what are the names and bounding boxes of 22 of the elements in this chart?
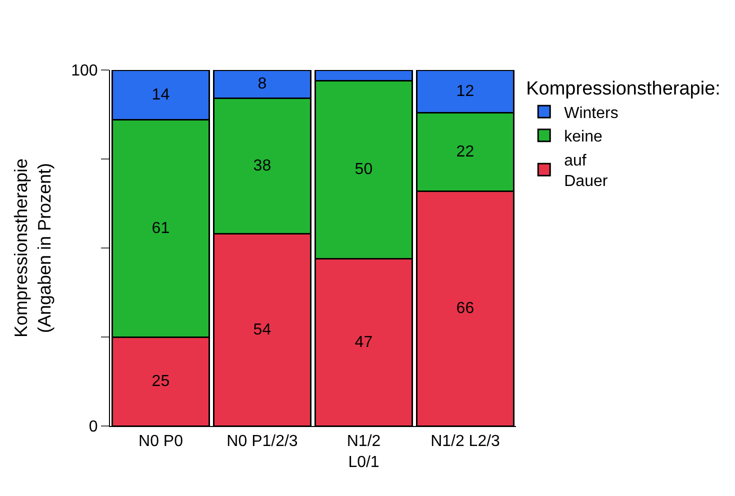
data-label: 38 (253, 158, 272, 175)
x-tick-label: N1/2 L2/3 (430, 433, 500, 450)
data-label: 66 (456, 300, 474, 318)
data-label: 25 (152, 373, 170, 390)
legend-label: auf Dauer (564, 152, 608, 190)
data-label: 14 (152, 86, 170, 104)
legend-label: Winters (564, 104, 618, 122)
x-tick-label: N0 P1/2/3 (226, 433, 298, 450)
data-label: 61 (152, 220, 170, 237)
data-label: 54 (253, 321, 272, 338)
legend-title: Kompressionstherapie: (526, 78, 720, 100)
legend-label: keine (564, 128, 602, 146)
data-label: 8 (258, 76, 267, 93)
x-tick-label: N1/2 L0/1 (346, 433, 381, 471)
y-axis-title: Kompressionstherapie (Angaben in Prozent) (10, 158, 54, 338)
data-label: 50 (354, 161, 373, 178)
y-tick-label: 0 (88, 418, 98, 436)
x-tick-label: N0 P0 (138, 433, 184, 450)
data-label: 47 (354, 334, 373, 351)
data-label: 12 (456, 82, 474, 100)
data-label: 22 (456, 143, 474, 160)
y-tick-label: 100 (71, 62, 98, 80)
